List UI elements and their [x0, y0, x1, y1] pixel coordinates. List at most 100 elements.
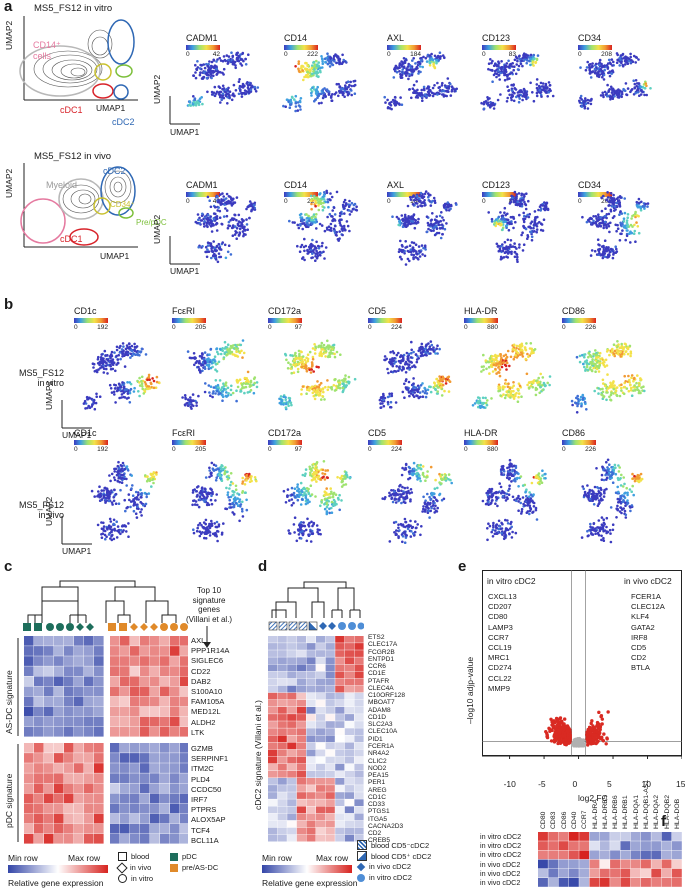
heatmap-cell — [110, 656, 120, 666]
d-legend-item: blood CD5⁻cDC2 — [357, 840, 429, 850]
heatmap-cell — [610, 868, 620, 878]
e-xlabel: log2 FC — [578, 793, 608, 803]
heatmap-cell — [306, 650, 316, 657]
gene-label: CCDC50 — [191, 784, 222, 794]
panel-d-letter: d — [258, 558, 268, 575]
gene-label: MBOAT7 — [368, 699, 395, 707]
heatmap-cell — [94, 753, 104, 763]
a-vitro-marker-title: CD14 — [284, 33, 308, 43]
heatmap-cell — [296, 785, 306, 792]
gene-label: CLEC10A — [368, 728, 398, 736]
b-vivo-umap1: UMAP1 — [62, 546, 92, 556]
heatmap-cell — [296, 643, 306, 650]
heatmap-cell — [140, 783, 150, 794]
heatmap-cell — [579, 878, 590, 887]
gene-label: CD1E — [368, 670, 386, 678]
heatmap-cell — [84, 763, 94, 773]
heatmap-cell — [335, 792, 345, 799]
heatmap-cell — [306, 785, 316, 792]
heatmap-cell — [110, 803, 120, 814]
heatmap-cell — [268, 685, 278, 693]
heatmap-cell — [94, 646, 104, 656]
heatmap-cell — [306, 699, 316, 707]
f-row-labels: in vitro cDC2 in vitro cDC2 in vitro cDC2 i… — [480, 832, 521, 887]
heatmap-cell — [344, 664, 354, 672]
a-vivo-marker-title: CADM1 — [186, 180, 218, 190]
heatmap-cell — [671, 832, 682, 841]
heatmap-cell — [354, 685, 364, 693]
heatmap-cell — [170, 763, 180, 773]
heatmap-cell — [140, 656, 150, 666]
heatmap-cell — [120, 823, 130, 834]
heatmap-cell — [170, 783, 180, 794]
heatmap-cell — [277, 699, 287, 707]
heatmap-cell — [630, 878, 641, 887]
e-ylabel: –log10 adjp-value — [465, 656, 475, 724]
heatmap-cell — [170, 706, 180, 717]
heatmap-cell — [64, 716, 74, 727]
b-vitro-umap1: UMAP1 — [62, 430, 92, 440]
heatmap-cell — [94, 726, 104, 737]
e-left-genes: CXCL13 CD207 CD80 LAMP3 CCR7 CCL19 MRC1 CD274 CC… — [488, 592, 517, 694]
heatmap-cell — [84, 726, 94, 737]
heatmap-cell — [354, 699, 364, 707]
heatmap-cell — [344, 756, 354, 764]
heatmap-cell — [160, 743, 170, 753]
heatmap-cell — [120, 743, 130, 753]
heatmap-cell — [140, 753, 150, 763]
heatmap-cell — [296, 834, 306, 842]
heatmap-cell — [84, 676, 94, 687]
f-row-label: in vivo cDC2 — [480, 859, 521, 869]
a-vitro-umap1: UMAP1 — [170, 127, 200, 137]
heatmap-cell — [354, 756, 364, 764]
heatmap-cell — [24, 823, 34, 834]
gene-label: AXL — [191, 636, 206, 645]
heatmap-cell — [641, 850, 651, 860]
heatmap-cell — [268, 692, 278, 700]
e-xtick-label: 5 — [607, 779, 612, 789]
b-vitro-label: MS5_FS12 in vitro — [18, 368, 64, 388]
heatmap-cell — [64, 813, 74, 824]
heatmap-cell — [335, 763, 345, 771]
heatmap-cell — [170, 656, 180, 666]
heatmap-cell — [110, 763, 120, 773]
heatmap-cell — [180, 726, 188, 737]
heatmap-cell — [170, 833, 180, 844]
gene-label: DAB2 — [191, 676, 211, 686]
heatmap-cell — [316, 692, 326, 700]
heatmap-cell — [180, 763, 188, 773]
heatmap-cell — [130, 823, 140, 834]
gene-label: MED12L — [191, 707, 221, 717]
heatmap-cell — [277, 728, 287, 735]
heatmap-cell — [277, 678, 287, 686]
heatmap-cell — [599, 850, 610, 860]
heatmap-cell — [287, 678, 297, 686]
gene-label: CLIC2 — [368, 757, 387, 765]
b-marker-title: CD5 — [368, 428, 387, 438]
heatmap-cell — [296, 671, 306, 679]
heatmap-cell — [316, 671, 326, 679]
heatmap-cell — [558, 832, 569, 841]
heatmap-cell — [24, 763, 34, 773]
gene-label: AREG — [368, 786, 387, 794]
d-dendrogram — [271, 581, 361, 618]
gene-label: NR4A2 — [368, 750, 390, 758]
heatmap-cell — [110, 823, 120, 834]
heatmap-cell — [287, 671, 297, 679]
heatmap-cell — [354, 813, 364, 821]
heatmap-cell — [354, 643, 364, 650]
heatmap-cell — [277, 749, 287, 757]
heatmap-cell — [54, 783, 64, 794]
gene-label: ITM2C — [191, 764, 214, 774]
heatmap-cell — [110, 726, 120, 737]
gene-label: PER1 — [368, 779, 386, 787]
heatmap-cell — [287, 756, 297, 764]
heatmap-cell — [140, 763, 150, 773]
heatmap-cell — [110, 773, 120, 783]
heatmap-cell — [94, 656, 104, 666]
heatmap-cell — [296, 699, 306, 707]
heatmap-cell — [268, 763, 278, 771]
heatmap-cell — [277, 692, 287, 700]
heatmap-cell — [335, 827, 345, 835]
colorbar: 0 97 — [268, 318, 302, 331]
